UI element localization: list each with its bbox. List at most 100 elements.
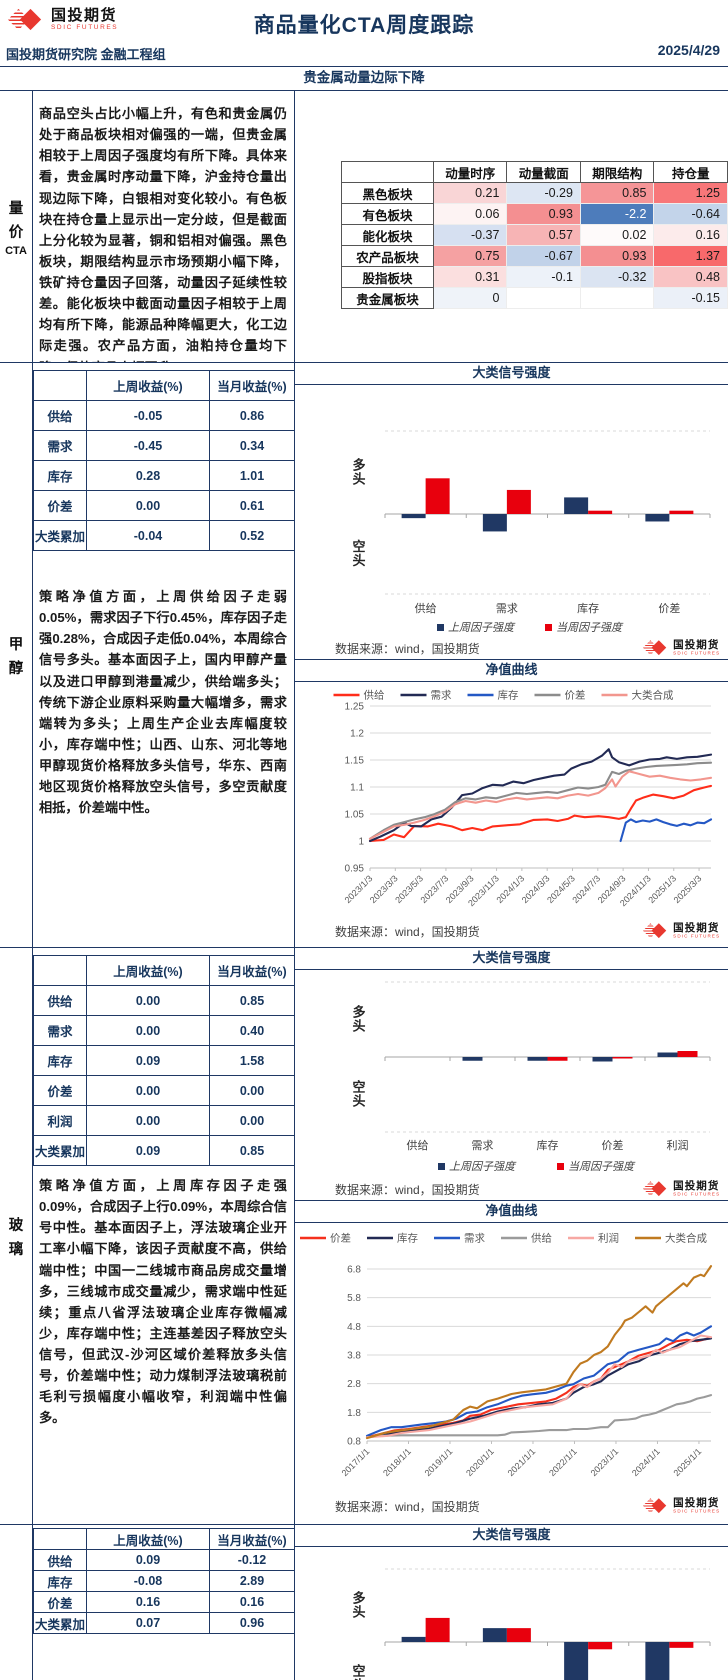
org-label: 国投期货研究院 金融工程组 xyxy=(6,47,166,62)
svg-text:5.8: 5.8 xyxy=(347,1293,361,1304)
svg-text:2024/1/1: 2024/1/1 xyxy=(630,1446,662,1478)
svg-text:4.8: 4.8 xyxy=(347,1322,361,1333)
sdic-logo: 国投期货 SDIC FUTURES xyxy=(642,1181,720,1198)
data-source-label: 数据来源：wind，国投期货 xyxy=(335,641,480,656)
table-row: 价差 0.16 0.16 xyxy=(33,1591,294,1613)
svg-text:2018/1/1: 2018/1/1 xyxy=(381,1446,413,1478)
svg-text:2023/1/1: 2023/1/1 xyxy=(589,1446,621,1478)
svg-text:供给: 供给 xyxy=(364,689,385,702)
methanol-nav-chart: 供给 需求 库存 价差 大类合成 0.95 1 1.05 1.1 1.15 1.2 1.25 2023/… xyxy=(295,682,728,920)
svg-text:价差: 价差 xyxy=(602,1138,624,1152)
table-row: 农产品板块 0.75 -0.67 0.93 1.37 xyxy=(341,245,728,267)
svg-text:上周因子强度: 上周因子强度 xyxy=(449,1160,517,1173)
cta-chart-cell: 动量时序 动量截面 期限结构 持仓量 黑色板块 0.21 -0.29 0.85 1.25 有色板块… xyxy=(295,91,728,362)
table-row: 需求 0.00 0.40 xyxy=(33,1015,294,1046)
svg-text:空: 空 xyxy=(352,1080,365,1095)
signal-strength-band: 大类信号强度 xyxy=(295,363,728,385)
section-label-partial xyxy=(0,1525,33,1680)
svg-text:供给: 供给 xyxy=(407,1138,429,1152)
report-title: 商品量化CTA周度跟踪 xyxy=(253,14,475,37)
sdic-logo: 国投期货 SDIC FUTURES xyxy=(642,640,720,657)
table-row: 大类累加 0.09 0.85 xyxy=(33,1135,294,1166)
data-source-label: 数据来源：wind，国投期货 xyxy=(335,1499,480,1514)
table-row: 价差 0.00 0.61 xyxy=(33,490,294,521)
section-partial: 上周收益(%) 当月收益(%) 供给 0.09 -0.12 库存 -0.08 2.89 价差 0.… xyxy=(0,1525,728,1680)
report-header: 国投期货 SDIC FUTURES 商品量化CTA周度跟踪 国投期货研究院 金融工… xyxy=(0,0,728,67)
svg-text:头: 头 xyxy=(352,472,365,487)
table-row: 供给 0.09 -0.12 xyxy=(33,1549,294,1571)
data-source-row: 数据来源：wind，国投期货 国投期货 SDIC FUTURES xyxy=(295,920,728,942)
section-label-cta: 量价 CTA xyxy=(0,91,33,362)
svg-text:1.05: 1.05 xyxy=(345,810,365,821)
sdic-diamond-icon xyxy=(642,1181,669,1198)
signal-strength-band: 大类信号强度 xyxy=(295,1525,728,1547)
svg-text:库存: 库存 xyxy=(397,1232,418,1245)
svg-text:2025/3/3: 2025/3/3 xyxy=(672,873,704,905)
table-row: 需求 -0.45 0.34 xyxy=(33,430,294,461)
svg-text:库存: 库存 xyxy=(537,1138,559,1152)
table-row: 大类累加 -0.04 0.52 xyxy=(33,520,294,551)
data-source-row: 数据来源：wind，国投期货 国投期货 SDIC FUTURES xyxy=(295,637,728,659)
table-row: 有色板块 0.06 0.93 -2.2 -0.64 xyxy=(341,203,728,225)
svg-text:2017/1/1: 2017/1/1 xyxy=(340,1446,372,1478)
signal-strength-band: 大类信号强度 xyxy=(295,948,728,970)
data-source-row: 数据来源：wind，国投期货 国投期货 SDIC FUTURES xyxy=(295,1178,728,1200)
returns-table: 上周收益(%) 当月收益(%) 供给 -0.05 0.86 需求 -0.45 0.34 库存 0.… xyxy=(33,370,294,551)
svg-text:价差: 价差 xyxy=(565,689,586,702)
table-row: 供给 0.00 0.85 xyxy=(33,985,294,1016)
table-row: 大类累加 0.07 0.96 xyxy=(33,1612,294,1634)
nav-curve-band: 净值曲线 xyxy=(295,659,728,682)
svg-text:2025/1/1: 2025/1/1 xyxy=(672,1446,704,1478)
svg-text:需求: 需求 xyxy=(496,602,518,615)
methanol-commentary: 策略净值方面，上周供给因子走弱0.05%，需求因子下行0.45%，库存因子走强0… xyxy=(39,589,287,816)
svg-text:供给: 供给 xyxy=(531,1232,552,1245)
glass-returns-table: 上周收益(%) 当月收益(%) 供给 0.00 0.85 需求 0.00 0.40 库存 0.09… xyxy=(33,955,294,1166)
svg-text:头: 头 xyxy=(352,1094,365,1109)
table-row: 黑色板块 0.21 -0.29 0.85 1.25 xyxy=(341,182,728,204)
table-row: 股指板块 0.31 -0.1 -0.32 0.48 xyxy=(341,266,728,288)
report-date: 2025/4/29 xyxy=(657,42,720,58)
section-glass: 玻璃 上周收益(%) 当月收益(%) 供给 0.00 0.85 需求 0.00 0.40 库存 0… xyxy=(0,948,728,1525)
svg-text:6.8: 6.8 xyxy=(347,1265,361,1276)
nav-line-chart: 供给 需求 库存 价差 大类合成0.9511.051.11.151.21.252023/… xyxy=(333,689,713,908)
svg-text:1.15: 1.15 xyxy=(345,756,365,767)
svg-text:上周因子强度: 上周因子强度 xyxy=(448,621,516,634)
sdic-logo: 国投期货 SDIC FUTURES xyxy=(7,8,118,32)
sdic-logo: 国投期货 SDIC FUTURES xyxy=(642,923,720,940)
svg-text:需求: 需求 xyxy=(464,1233,485,1245)
svg-text:0.8: 0.8 xyxy=(347,1437,361,1448)
svg-text:1.8: 1.8 xyxy=(347,1408,361,1419)
sdic-diamond-icon xyxy=(642,923,669,940)
svg-text:2020/1/1: 2020/1/1 xyxy=(464,1446,496,1478)
section-price-volume-cta: 量价 CTA 商品空头占比小幅上升，有色和贵金属仍处于商品板块相对偏强的一端，但贵… xyxy=(0,91,728,363)
glass-left-cell: 上周收益(%) 当月收益(%) 供给 0.00 0.85 需求 0.00 0.40 库存 0.09… xyxy=(33,948,295,1524)
methanol-signal-chart: 供给 需求 库存 价差多头空头上周因子强度 当周因子强度 xyxy=(295,385,728,637)
svg-text:当周因子强度: 当周因子强度 xyxy=(556,621,624,634)
banner-title: 贵金属动量边际下降 xyxy=(0,67,728,91)
svg-text:2.8: 2.8 xyxy=(347,1379,361,1390)
svg-text:头: 头 xyxy=(352,1678,365,1680)
returns-table: 上周收益(%) 当月收益(%) 供给 0.00 0.85 需求 0.00 0.40 库存 0.09… xyxy=(33,955,294,1166)
table-row: 库存 -0.08 2.89 xyxy=(33,1570,294,1592)
partial-left-cell: 上周收益(%) 当月收益(%) 供给 0.09 -0.12 库存 -0.08 2.89 价差 0.… xyxy=(33,1525,295,1680)
table-row: 供给 -0.05 0.86 xyxy=(33,400,294,431)
data-source-label: 数据来源：wind，国投期货 xyxy=(335,924,480,939)
svg-text:利润: 利润 xyxy=(598,1232,619,1245)
factor-heatmap: 动量时序 动量截面 期限结构 持仓量 黑色板块 0.21 -0.29 0.85 1.25 有色板块… xyxy=(341,161,728,309)
svg-text:库存: 库存 xyxy=(498,689,519,702)
sdic-diamond-icon xyxy=(642,640,669,657)
cta-commentary-cell: 商品空头占比小幅上升，有色和贵金属仍处于商品板块相对偏强的一端，但贵金属相较于上… xyxy=(33,91,295,362)
table-row: 利润 0.00 0.00 xyxy=(33,1105,294,1136)
nav-line-chart: 价差 库存 需求 供给 利润 大类合成 0.8 1.8 2.8 3.8 4.8 5.8 6.8 2017/… xyxy=(300,1232,713,1478)
svg-text:利润: 利润 xyxy=(667,1138,689,1152)
factor-heatmap-table: 动量时序 动量截面 期限结构 持仓量 黑色板块 0.21 -0.29 0.85 1.25 有色板块… xyxy=(341,161,728,309)
svg-text:头: 头 xyxy=(352,1019,365,1034)
section-label-methanol: 甲醇 xyxy=(0,363,33,947)
glass-chart-cell: 大类信号强度 供给 需求 库存 价差 利润多头空头上周因子强度 当周因子强度 数据来源：w… xyxy=(295,948,728,1524)
partial-returns-table: 上周收益(%) 当月收益(%) 供给 0.09 -0.12 库存 -0.08 2.89 价差 0.… xyxy=(33,1528,294,1634)
svg-text:大类合成: 大类合成 xyxy=(665,1232,707,1245)
svg-text:2019/1/1: 2019/1/1 xyxy=(423,1446,455,1478)
